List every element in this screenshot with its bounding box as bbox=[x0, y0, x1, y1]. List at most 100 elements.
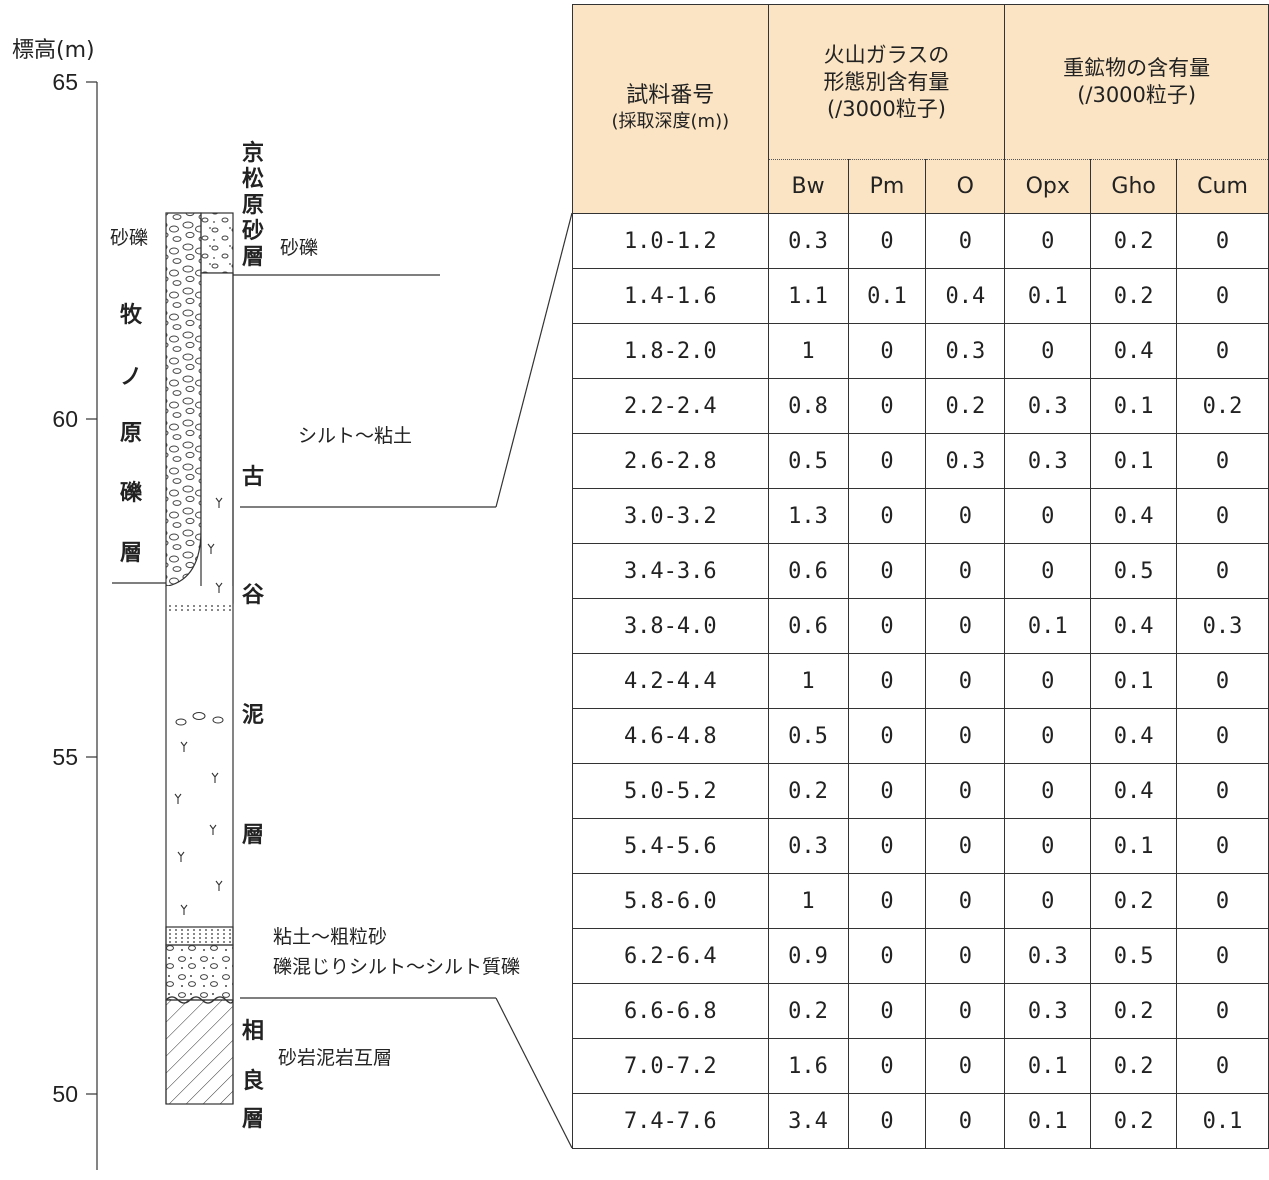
value-cell: 0 bbox=[847, 983, 927, 1039]
value-cell: 0 bbox=[925, 653, 1006, 709]
y-axis-label: 標高(m) bbox=[12, 38, 95, 63]
sample-id-cell: 2.2-2.4 bbox=[572, 378, 769, 434]
value-cell: 0 bbox=[847, 653, 927, 709]
value-cell: 0.5 bbox=[767, 708, 849, 764]
value-cell: 0.5 bbox=[767, 433, 849, 489]
value-cell: 0 bbox=[1004, 323, 1092, 379]
formation-makinohara: 牧 ノ 原 礫 層 bbox=[120, 302, 143, 566]
value-cell: 0 bbox=[1176, 708, 1269, 764]
value-cell: 0.1 bbox=[1090, 433, 1178, 489]
value-cell: 0 bbox=[847, 488, 927, 544]
table-row: 2.6-2.8 0.5 0 0.3 0.3 0.1 0 bbox=[572, 433, 1269, 489]
value-cell: 0 bbox=[925, 1038, 1006, 1094]
table-row: 3.0-3.2 1.3 0 0 0 0.4 0 bbox=[572, 488, 1269, 544]
value-cell: 0.1 bbox=[1004, 1093, 1092, 1149]
value-cell: 0 bbox=[847, 708, 927, 764]
value-cell: 0 bbox=[925, 928, 1006, 984]
lithology-label: 礫混じりシルト〜シルト質礫 bbox=[273, 956, 520, 978]
value-cell: 0.1 bbox=[1004, 268, 1092, 324]
tephra-analysis-table: 試料番号 (採取深度(m)) 火山ガラスの 形態別含有量 (/3000粒子) 重… bbox=[572, 4, 1269, 1149]
table-row: 6.6-6.8 0.2 0 0 0.3 0.2 0 bbox=[572, 983, 1269, 1039]
value-cell: 0.1 bbox=[1090, 653, 1178, 709]
value-cell: 0 bbox=[925, 543, 1006, 599]
volcanic-glass-header: 火山ガラスの 形態別含有量 (/3000粒子) bbox=[767, 4, 1006, 160]
value-cell: 0 bbox=[1176, 433, 1269, 489]
value-cell: 0.5 bbox=[1090, 543, 1178, 599]
value-cell: 0.1 bbox=[1004, 598, 1092, 654]
value-cell: 0 bbox=[925, 763, 1006, 819]
value-cell: 0 bbox=[1176, 818, 1269, 874]
sample-id-cell: 5.0-5.2 bbox=[572, 763, 769, 819]
value-cell: 0.4 bbox=[1090, 323, 1178, 379]
svg-text:谷: 谷 bbox=[242, 583, 265, 608]
y-tick-label: 55 bbox=[52, 744, 78, 770]
heavy-mineral-header: 重鉱物の含有量 (/3000粒子) bbox=[1004, 4, 1269, 160]
value-cell: 0 bbox=[925, 1093, 1006, 1149]
table-row: 4.2-4.4 1 0 0 0 0.1 0 bbox=[572, 653, 1269, 709]
formation-furuya: 古 谷 泥 層 bbox=[242, 464, 265, 848]
value-cell: 0 bbox=[1176, 268, 1269, 324]
shell-marks bbox=[175, 712, 224, 726]
value-cell: 0.4 bbox=[1090, 763, 1178, 819]
value-cell: 0 bbox=[847, 213, 927, 269]
sample-header: 試料番号 (採取深度(m)) bbox=[572, 4, 769, 214]
y-tick-label: 60 bbox=[52, 406, 78, 432]
value-cell: 0 bbox=[925, 873, 1006, 929]
value-cell: 0 bbox=[847, 598, 927, 654]
value-cell: 0 bbox=[925, 488, 1006, 544]
value-cell: 0.3 bbox=[767, 818, 849, 874]
column-header: Cum bbox=[1176, 159, 1269, 214]
sample-id-cell: 7.0-7.2 bbox=[572, 1038, 769, 1094]
value-cell: 1 bbox=[767, 873, 849, 929]
sample-id-cell: 6.2-6.4 bbox=[572, 928, 769, 984]
table-row: 5.0-5.2 0.2 0 0 0 0.4 0 bbox=[572, 763, 1269, 819]
y-tick-label: 65 bbox=[52, 69, 78, 95]
y-tick-label: 50 bbox=[52, 1081, 78, 1107]
value-cell: 1.3 bbox=[767, 488, 849, 544]
value-cell: 0.2 bbox=[1176, 378, 1269, 434]
value-cell: 0.2 bbox=[1090, 1038, 1178, 1094]
value-cell: 0.2 bbox=[1090, 213, 1178, 269]
value-cell: 0 bbox=[1176, 213, 1269, 269]
lithology-label: 砂礫 bbox=[280, 237, 318, 259]
value-cell: 0.4 bbox=[925, 268, 1006, 324]
value-cell: 0 bbox=[847, 1038, 927, 1094]
value-cell: 0 bbox=[847, 928, 927, 984]
value-cell: 0 bbox=[1176, 763, 1269, 819]
svg-text:古: 古 bbox=[242, 464, 264, 490]
value-cell: 0 bbox=[847, 873, 927, 929]
value-cell: 0 bbox=[1176, 983, 1269, 1039]
value-cell: 0 bbox=[1004, 543, 1092, 599]
column-header: Opx bbox=[1004, 159, 1092, 214]
column-header: Pm bbox=[847, 159, 927, 214]
svg-text:泥: 泥 bbox=[242, 703, 264, 728]
svg-text:原: 原 bbox=[242, 193, 264, 218]
value-cell: 0.3 bbox=[925, 433, 1006, 489]
value-cell: 0.3 bbox=[1176, 598, 1269, 654]
value-cell: 0.2 bbox=[1090, 268, 1178, 324]
value-cell: 0.8 bbox=[767, 378, 849, 434]
svg-text:礫: 礫 bbox=[120, 480, 143, 506]
value-cell: 0 bbox=[847, 818, 927, 874]
value-cell: 0 bbox=[1176, 323, 1269, 379]
table-row: 6.2-6.4 0.9 0 0 0.3 0.5 0 bbox=[572, 928, 1269, 984]
svg-text:層: 層 bbox=[242, 823, 264, 848]
column-header: O bbox=[925, 159, 1006, 214]
sample-id-cell: 1.4-1.6 bbox=[572, 268, 769, 324]
table-row: 4.6-4.8 0.5 0 0 0 0.4 0 bbox=[572, 708, 1269, 764]
sample-header-depth: (採取深度(m)) bbox=[611, 111, 730, 132]
value-cell: 0.6 bbox=[767, 598, 849, 654]
value-cell: 0 bbox=[847, 323, 927, 379]
value-cell: 0.4 bbox=[1090, 488, 1178, 544]
value-cell: 0.1 bbox=[1004, 1038, 1092, 1094]
value-cell: 0.3 bbox=[1004, 928, 1092, 984]
lithology-label: 砂礫 bbox=[110, 227, 148, 249]
value-cell: 0.6 bbox=[767, 543, 849, 599]
value-cell: 0.3 bbox=[1004, 433, 1092, 489]
svg-text:層: 層 bbox=[242, 245, 264, 270]
value-cell: 1.1 bbox=[767, 268, 849, 324]
value-cell: 1 bbox=[767, 323, 849, 379]
value-cell: 0 bbox=[847, 763, 927, 819]
value-cell: 0 bbox=[1004, 708, 1092, 764]
